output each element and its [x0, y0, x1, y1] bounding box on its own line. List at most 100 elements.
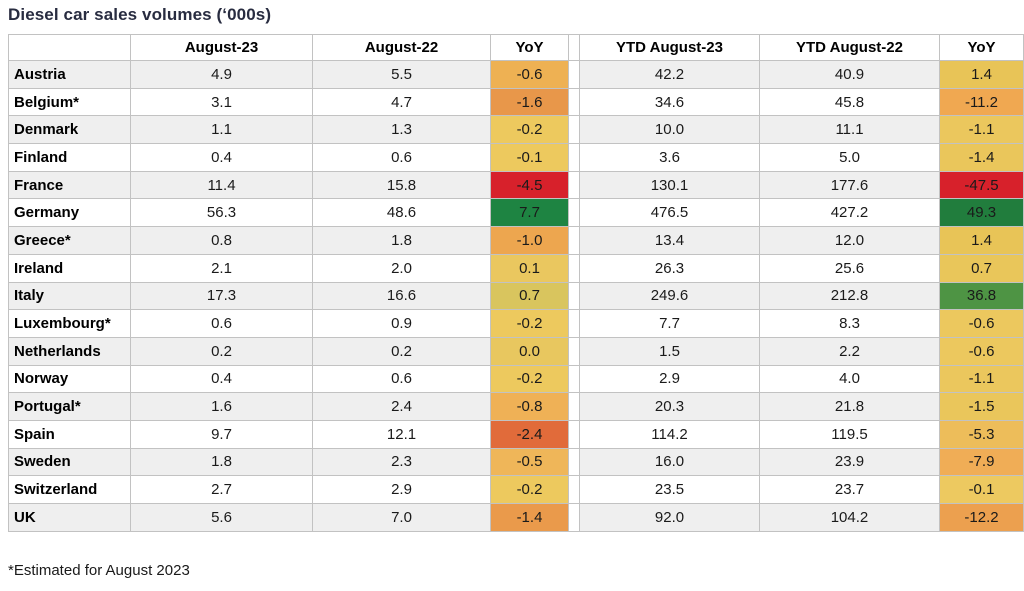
country-cell: Finland	[8, 143, 131, 172]
value-cell: 2.9	[312, 475, 491, 504]
value-cell: 5.0	[759, 143, 940, 172]
value-cell: 2.9	[579, 364, 760, 394]
value-cell: 2.1	[130, 253, 313, 283]
value-cell: 20.3	[579, 392, 760, 421]
value-cell: 40.9	[759, 60, 940, 89]
value-cell: 10.0	[579, 115, 760, 145]
value-cell: 1.5	[579, 336, 760, 366]
yoy-cell: -0.2	[490, 475, 569, 504]
spacer-cell	[568, 336, 580, 366]
value-cell: 3.1	[130, 87, 313, 117]
value-cell: 427.2	[759, 198, 940, 228]
spacer-cell	[568, 60, 580, 89]
value-cell: 4.9	[130, 60, 313, 89]
spacer-cell	[568, 198, 580, 228]
value-cell: 5.6	[130, 503, 313, 532]
value-cell: 1.3	[312, 115, 491, 145]
country-cell: Germany	[8, 198, 131, 228]
table-row: Sweden 1.8 2.3 -0.5 16.0 23.9 -7.9	[8, 447, 1024, 477]
yoy-cell: 1.4	[939, 226, 1024, 255]
spacer-cell	[568, 392, 580, 421]
country-cell: Austria	[8, 60, 131, 89]
table-row: Norway 0.4 0.6 -0.2 2.9 4.0 -1.1	[8, 364, 1024, 394]
yoy-cell: -1.0	[490, 226, 569, 255]
table-row: Italy 17.3 16.6 0.7 249.6 212.8 36.8	[8, 281, 1024, 311]
spacer-cell	[568, 253, 580, 283]
table-row: Finland 0.4 0.6 -0.1 3.6 5.0 -1.4	[8, 143, 1024, 172]
value-cell: 2.7	[130, 475, 313, 504]
value-cell: 56.3	[130, 198, 313, 228]
value-cell: 12.0	[759, 226, 940, 255]
spacer-cell	[568, 447, 580, 477]
page-title: Diesel car sales volumes (‘000s)	[8, 5, 272, 24]
yoy-cell: -0.2	[490, 309, 569, 338]
column-header-august-23: August-23	[130, 34, 313, 61]
yoy-cell: -0.6	[490, 60, 569, 89]
spacer-cell	[568, 170, 580, 200]
value-cell: 0.4	[130, 143, 313, 172]
value-cell: 2.0	[312, 253, 491, 283]
yoy-cell: -0.1	[939, 475, 1024, 504]
value-cell: 21.8	[759, 392, 940, 421]
value-cell: 104.2	[759, 503, 940, 532]
table-row: Portugal* 1.6 2.4 -0.8 20.3 21.8 -1.5	[8, 392, 1024, 421]
country-cell: Denmark	[8, 115, 131, 145]
country-cell: UK	[8, 503, 131, 532]
value-cell: 212.8	[759, 281, 940, 311]
table-header-row: August-23 August-22 YoY YTD August-23 YT…	[8, 34, 1024, 61]
value-cell: 13.4	[579, 226, 760, 255]
yoy-cell: 0.0	[490, 336, 569, 366]
spacer-cell	[568, 281, 580, 311]
yoy-cell: 1.4	[939, 60, 1024, 89]
value-cell: 16.6	[312, 281, 491, 311]
value-cell: 2.3	[312, 447, 491, 477]
column-header-yoy: YoY	[490, 34, 569, 61]
country-cell: Portugal*	[8, 392, 131, 421]
table-row: Netherlands 0.2 0.2 0.0 1.5 2.2 -0.6	[8, 336, 1024, 366]
yoy-cell: -1.1	[939, 115, 1024, 145]
yoy-cell: -47.5	[939, 170, 1024, 200]
value-cell: 249.6	[579, 281, 760, 311]
footnote: *Estimated for August 2023	[8, 561, 190, 579]
value-cell: 92.0	[579, 503, 760, 532]
value-cell: 7.7	[579, 309, 760, 338]
column-header-ytd-august-23: YTD August-23	[579, 34, 760, 61]
value-cell: 12.1	[312, 419, 491, 449]
value-cell: 26.3	[579, 253, 760, 283]
yoy-cell: -0.6	[939, 309, 1024, 338]
column-header-ytd-august-22: YTD August-22	[759, 34, 940, 61]
yoy-cell: -11.2	[939, 87, 1024, 117]
value-cell: 45.8	[759, 87, 940, 117]
country-cell: Luxembourg*	[8, 309, 131, 338]
spacer-cell	[568, 115, 580, 145]
column-header-country	[8, 34, 131, 61]
yoy-cell: -1.4	[939, 143, 1024, 172]
value-cell: 23.9	[759, 447, 940, 477]
yoy-cell: -0.5	[490, 447, 569, 477]
yoy-cell: -1.6	[490, 87, 569, 117]
value-cell: 42.2	[579, 60, 760, 89]
value-cell: 1.8	[312, 226, 491, 255]
table-row: Germany 56.3 48.6 7.7 476.5 427.2 49.3	[8, 198, 1024, 228]
country-cell: Greece*	[8, 226, 131, 255]
yoy-cell: -0.2	[490, 115, 569, 145]
yoy-cell: 36.8	[939, 281, 1024, 311]
column-header-ytd-yoy: YoY	[939, 34, 1024, 61]
table-row: Denmark 1.1 1.3 -0.2 10.0 11.1 -1.1	[8, 115, 1024, 145]
value-cell: 2.2	[759, 336, 940, 366]
diesel-sales-table: August-23 August-22 YoY YTD August-23 YT…	[8, 34, 1024, 532]
value-cell: 1.1	[130, 115, 313, 145]
yoy-cell: -1.5	[939, 392, 1024, 421]
spacer-cell	[568, 309, 580, 338]
value-cell: 0.8	[130, 226, 313, 255]
value-cell: 0.9	[312, 309, 491, 338]
value-cell: 0.2	[312, 336, 491, 366]
value-cell: 0.6	[312, 364, 491, 394]
spacer-cell	[568, 419, 580, 449]
value-cell: 1.6	[130, 392, 313, 421]
column-header-august-22: August-22	[312, 34, 491, 61]
table-row: Ireland 2.1 2.0 0.1 26.3 25.6 0.7	[8, 253, 1024, 283]
value-cell: 0.6	[130, 309, 313, 338]
country-cell: Sweden	[8, 447, 131, 477]
value-cell: 476.5	[579, 198, 760, 228]
